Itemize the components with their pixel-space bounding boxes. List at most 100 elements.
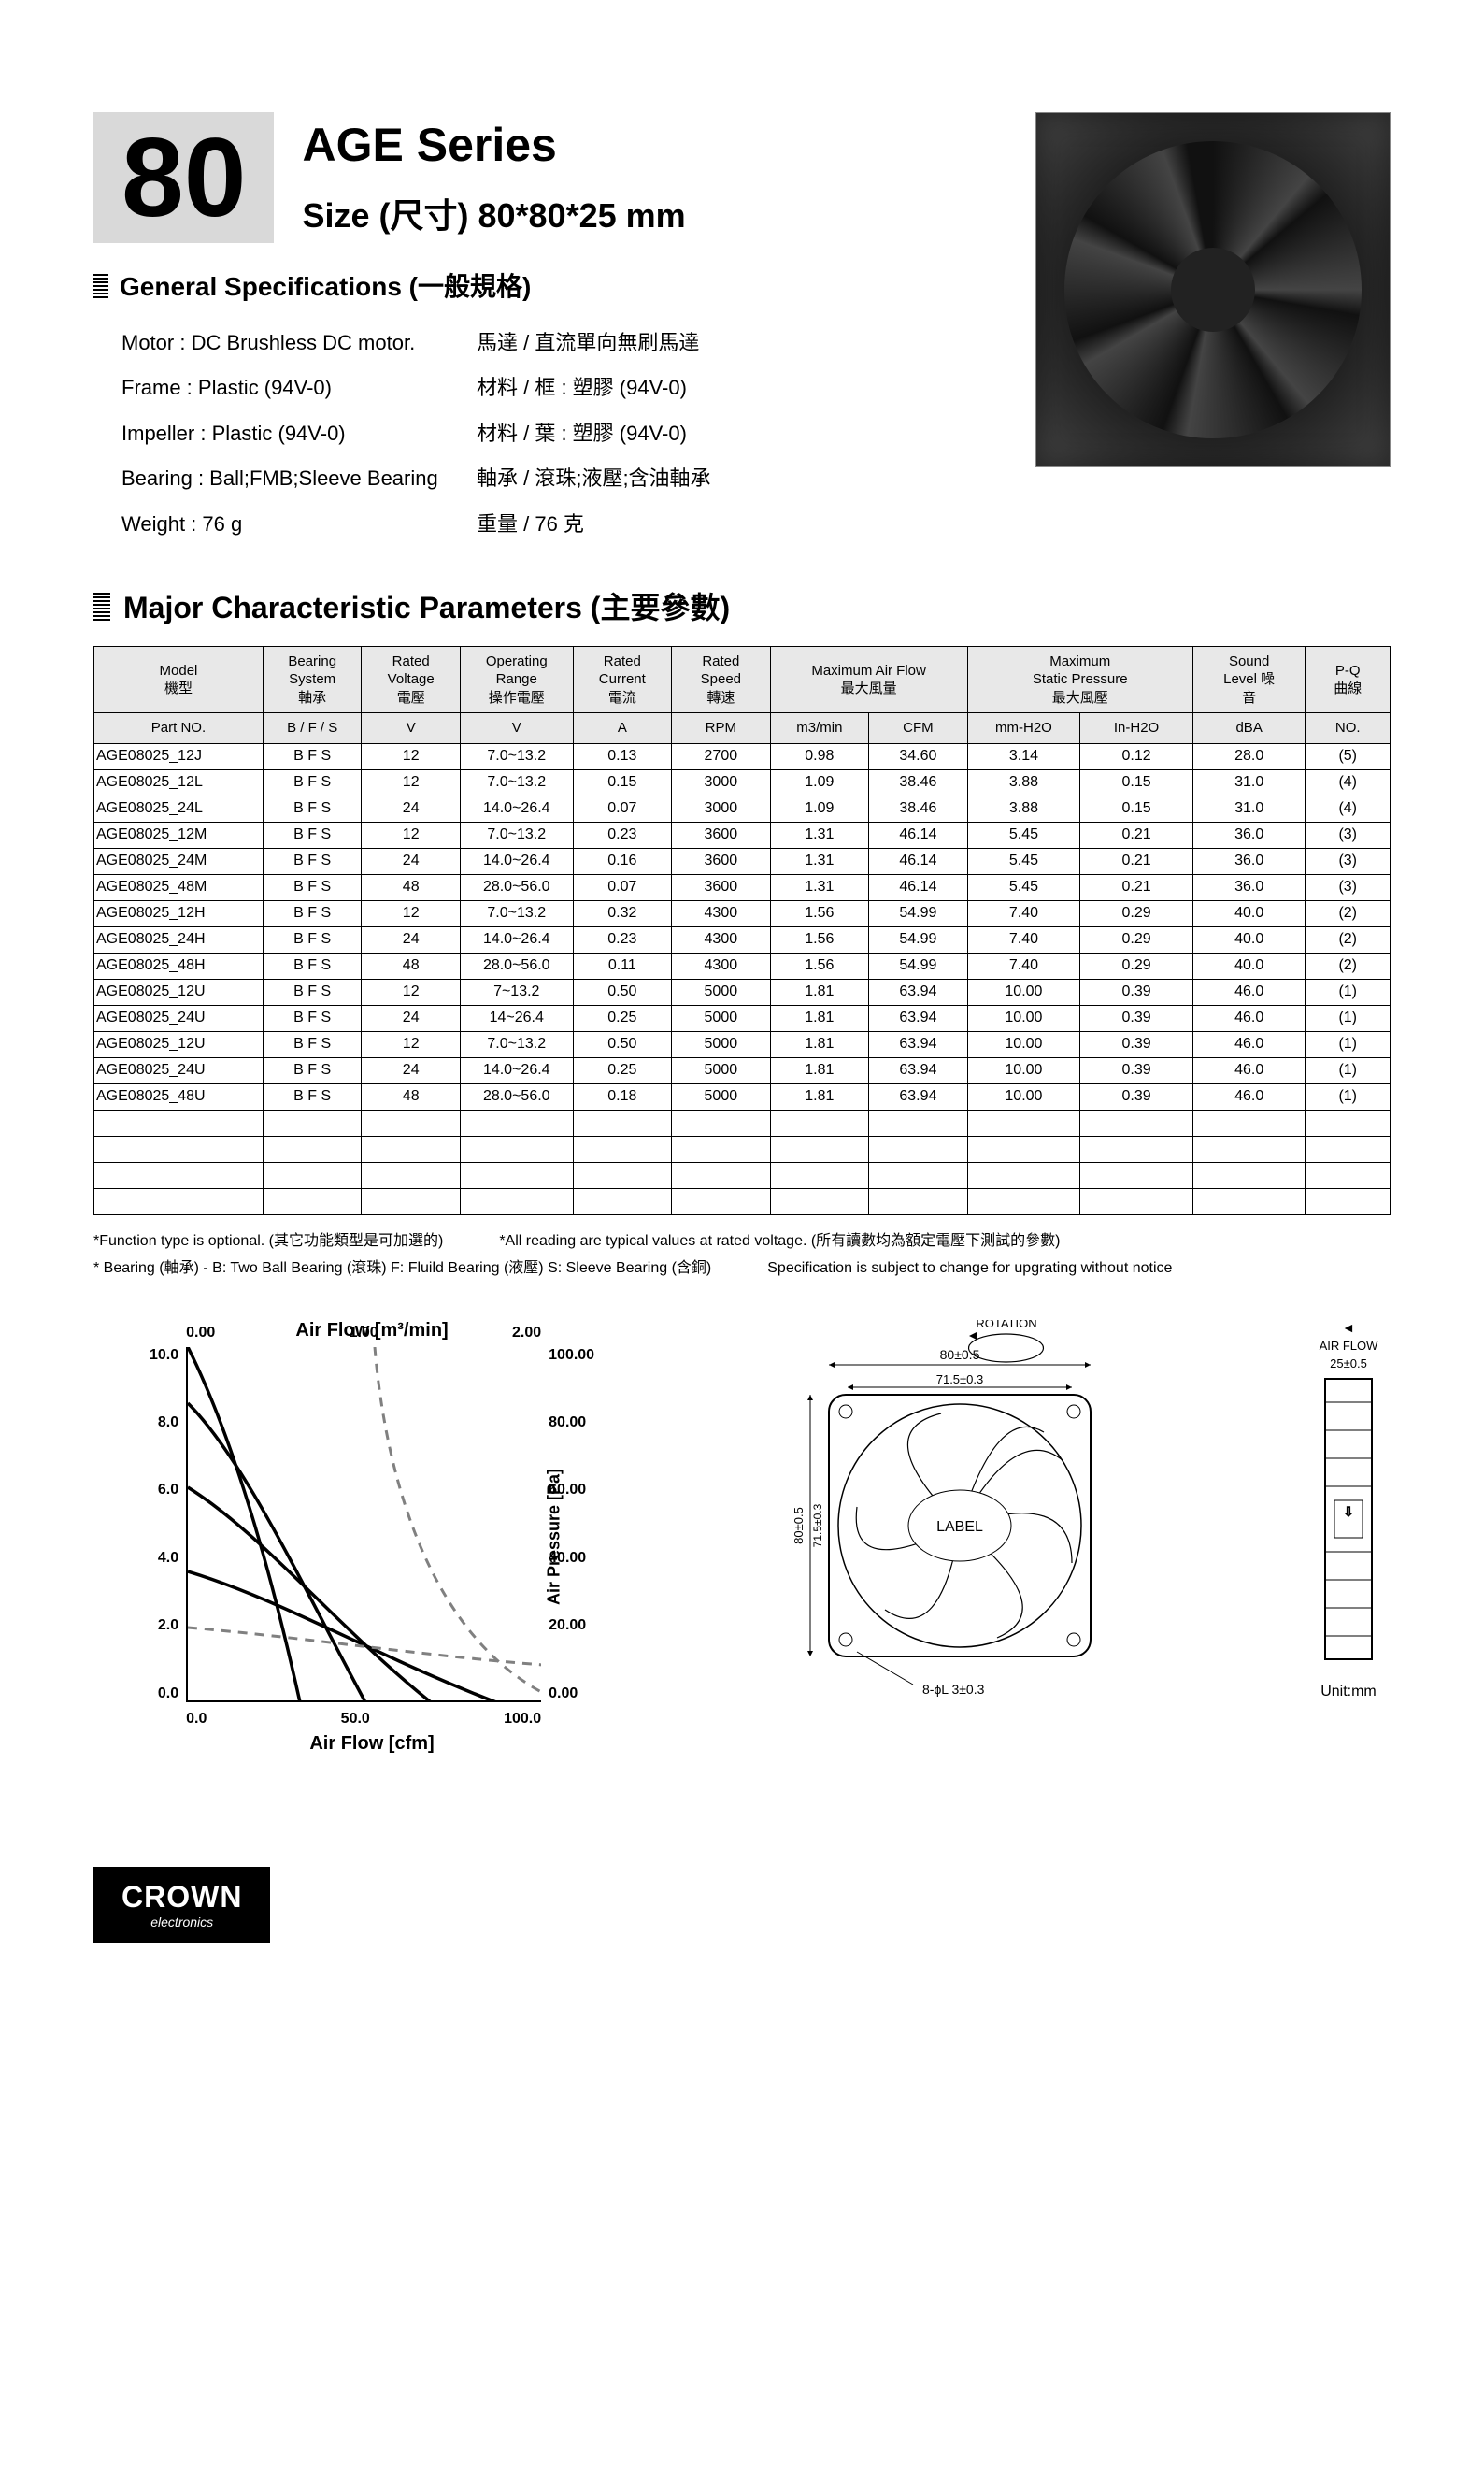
table-cell: B F S (263, 953, 362, 979)
table-cell: 46.0 (1192, 1005, 1306, 1031)
chart-title-bottom: Air Flow [cfm] (150, 1733, 594, 1755)
table-row: AGE08025_48MB F S4828.0~56.00.0736001.31… (94, 874, 1391, 900)
table-cell: 2700 (672, 743, 771, 769)
table-row-empty (94, 1188, 1391, 1214)
table-header: RatedCurrent電流 (573, 646, 672, 713)
table-cell: 63.94 (869, 1083, 968, 1110)
table-cell: AGE08025_12M (94, 822, 264, 848)
table-cell: AGE08025_24U (94, 1057, 264, 1083)
table-cell: 46.0 (1192, 1057, 1306, 1083)
table-cell: B F S (263, 848, 362, 874)
table-cell: (1) (1306, 979, 1391, 1005)
brand-sub: electronics (121, 1915, 242, 1929)
fan-product-image (1035, 112, 1391, 467)
table-cell: 0.07 (573, 874, 672, 900)
spec-row: Bearing : Ball;FMB;Sleeve Bearing軸承 / 滾珠… (121, 456, 998, 501)
table-cell: AGE08025_48U (94, 1083, 264, 1110)
table-cell: 14.0~26.4 (460, 1057, 573, 1083)
table-cell: (4) (1306, 796, 1391, 822)
bar-icon (93, 272, 108, 298)
table-cell: B F S (263, 796, 362, 822)
table-cell: 0.18 (573, 1083, 672, 1110)
table-subheader: V (362, 713, 461, 744)
table-cell: 12 (362, 822, 461, 848)
table-cell: 5.45 (967, 874, 1080, 900)
spec-cn: 軸承 / 滾珠;液壓;含油軸承 (477, 456, 711, 501)
table-header: BearingSystem軸承 (263, 646, 362, 713)
table-subheader: In-H2O (1080, 713, 1193, 744)
table-cell: 54.99 (869, 953, 968, 979)
table-cell: 1.81 (770, 1031, 869, 1057)
table-cell: 38.46 (869, 769, 968, 796)
svg-text:71.5±0.3: 71.5±0.3 (811, 1503, 824, 1547)
spec-en: Weight : 76 g (121, 502, 477, 547)
table-cell: 4300 (672, 953, 771, 979)
table-cell: 12 (362, 769, 461, 796)
table-row: AGE08025_48HB F S4828.0~56.00.1143001.56… (94, 953, 1391, 979)
table-cell: 5000 (672, 1057, 771, 1083)
table-subheader: A (573, 713, 672, 744)
general-spec-title: General Specifications (一般規格) (120, 266, 531, 304)
table-row: AGE08025_12UB F S127~13.20.5050001.8163.… (94, 979, 1391, 1005)
spec-en: Frame : Plastic (94V-0) (121, 366, 477, 410)
table-cell: 0.50 (573, 1031, 672, 1057)
table-cell: AGE08025_12U (94, 979, 264, 1005)
table-cell: 0.39 (1080, 1031, 1193, 1057)
table-row: AGE08025_48UB F S4828.0~56.00.1850001.81… (94, 1083, 1391, 1110)
table-subheader: V (460, 713, 573, 744)
spec-cn: 材料 / 葉 : 塑膠 (94V-0) (477, 411, 687, 456)
table-cell: 0.07 (573, 796, 672, 822)
brand-name: CROWN (121, 1880, 242, 1915)
table-cell: 5.45 (967, 822, 1080, 848)
spec-cn: 馬達 / 直流單向無刷馬達 (477, 321, 699, 366)
fan-front-drawing: ROTATION 80±0.5 71.5±0.3 LABEL 80±0.5 (782, 1320, 1119, 1753)
table-cell: 0.29 (1080, 926, 1193, 953)
unit-label: Unit:mm (1306, 1684, 1391, 1700)
table-cell: B F S (263, 979, 362, 1005)
table-cell: 3600 (672, 848, 771, 874)
table-row: AGE08025_24MB F S2414.0~26.40.1636001.31… (94, 848, 1391, 874)
table-cell: 14~26.4 (460, 1005, 573, 1031)
table-cell: B F S (263, 1057, 362, 1083)
table-cell: 7.0~13.2 (460, 900, 573, 926)
table-cell: 3000 (672, 796, 771, 822)
table-cell: 54.99 (869, 900, 968, 926)
table-header: RatedVoltage電壓 (362, 646, 461, 713)
general-spec-heading: General Specifications (一般規格) (93, 266, 998, 304)
table-cell: 1.56 (770, 953, 869, 979)
spec-row: Impeller : Plastic (94V-0)材料 / 葉 : 塑膠 (9… (121, 411, 998, 456)
table-cell: 7.0~13.2 (460, 822, 573, 848)
series-title: AGE Series (302, 118, 685, 172)
table-cell: 31.0 (1192, 769, 1306, 796)
table-cell: 24 (362, 796, 461, 822)
spec-cn: 材料 / 框 : 塑膠 (94V-0) (477, 366, 687, 410)
table-cell: 10.00 (967, 1057, 1080, 1083)
table-cell: 7.40 (967, 900, 1080, 926)
table-cell: 0.21 (1080, 874, 1193, 900)
table-row-empty (94, 1110, 1391, 1136)
table-row: AGE08025_24HB F S2414.0~26.40.2343001.56… (94, 926, 1391, 953)
table-cell: 0.23 (573, 822, 672, 848)
spec-row: Weight : 76 g重量 / 76 克 (121, 502, 998, 547)
table-cell: 0.11 (573, 953, 672, 979)
table-cell: 0.29 (1080, 900, 1193, 926)
table-cell: B F S (263, 1083, 362, 1110)
table-header: OperatingRange操作電壓 (460, 646, 573, 713)
table-cell: 0.12 (1080, 743, 1193, 769)
table-cell: 3.88 (967, 796, 1080, 822)
svg-text:80±0.5: 80±0.5 (940, 1347, 980, 1362)
spec-cn: 重量 / 76 克 (477, 502, 584, 547)
table-row: AGE08025_12UB F S127.0~13.20.5050001.816… (94, 1031, 1391, 1057)
table-cell: 3.88 (967, 769, 1080, 796)
table-cell: 0.16 (573, 848, 672, 874)
table-cell: 5000 (672, 1083, 771, 1110)
table-cell: 0.32 (573, 900, 672, 926)
table-cell: 46.0 (1192, 1031, 1306, 1057)
table-cell: 1.81 (770, 1083, 869, 1110)
table-row-empty (94, 1136, 1391, 1162)
table-cell: 24 (362, 926, 461, 953)
fan-side-drawing: ◄ AIR FLOW 25±0.5 ⇩ Unit:mm (1306, 1320, 1391, 1700)
table-cell: 46.14 (869, 822, 968, 848)
table-cell: 7.40 (967, 953, 1080, 979)
table-subheader: Part NO. (94, 713, 264, 744)
